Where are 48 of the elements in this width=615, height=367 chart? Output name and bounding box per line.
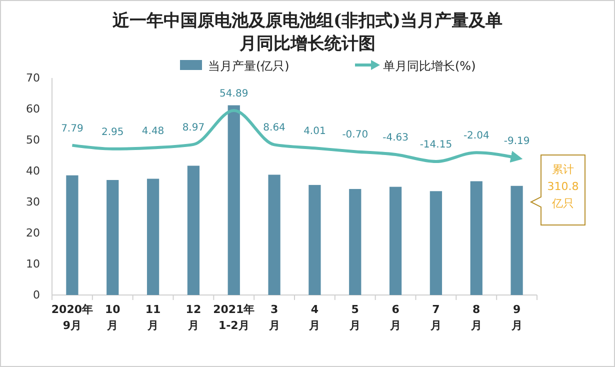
chart-title: 近一年中国原电池及原电池组(非扣式)当月产量及单月同比增长统计图	[111, 11, 503, 54]
y-tick-label: 60	[26, 102, 40, 116]
bar	[510, 186, 523, 295]
text: 累计 310.8 亿只	[547, 163, 579, 210]
x-tick-label: 5 月	[348, 303, 361, 332]
bar	[430, 191, 442, 295]
data-label: -9.19	[504, 136, 530, 147]
legend-label: 当月产量(亿只)	[208, 59, 290, 73]
x-tick-label: 9 月	[510, 303, 522, 332]
data-label: -0.70	[342, 130, 368, 141]
data-label: -2.04	[463, 130, 490, 142]
x-tick-label: 10 月	[104, 303, 121, 332]
bar	[308, 184, 321, 295]
bar	[389, 186, 402, 295]
x-tick-label: 11 月	[145, 303, 161, 332]
x-tick-label: 2021年 1-2月	[213, 303, 255, 332]
data-label: -14.15	[420, 140, 452, 151]
y-tick-label: 10	[26, 258, 40, 270]
bar	[66, 175, 78, 295]
y-tick-label: 50	[26, 134, 40, 146]
data-label: 2.95	[101, 126, 124, 138]
data-label: 7.79	[61, 123, 84, 134]
y-tick-label: 30	[26, 196, 40, 208]
x-tick-label: 12 月	[186, 303, 202, 332]
data-label: 4.01	[304, 126, 326, 138]
x-tick-label: 7 月	[429, 303, 442, 332]
x-tick-label: 6 月	[389, 303, 402, 332]
x-tick-label: 3 月	[268, 303, 280, 332]
data-label: 8.64	[263, 122, 286, 134]
bar	[187, 166, 200, 295]
bar	[146, 178, 160, 295]
data-label: 4.48	[142, 126, 164, 137]
x-tick-label: 2020年 9月	[51, 303, 94, 332]
bar	[106, 180, 119, 295]
legend-label: 单月同比增长(%)	[383, 59, 476, 73]
x-tick-label: 8 月	[470, 303, 482, 332]
y-tick-label: 20	[26, 226, 40, 240]
bar	[349, 188, 362, 295]
bar	[268, 174, 280, 295]
bar	[228, 105, 240, 295]
data-label: -4.63	[382, 132, 408, 144]
y-tick-label: 0	[33, 288, 40, 302]
y-tick-label: 70	[26, 72, 40, 84]
data-label: 54.89	[220, 88, 248, 100]
x-tick-label: 4 月	[308, 303, 320, 332]
bar	[470, 181, 482, 295]
y-tick-label: 40	[26, 164, 40, 178]
data-label: 8.97	[182, 122, 205, 134]
